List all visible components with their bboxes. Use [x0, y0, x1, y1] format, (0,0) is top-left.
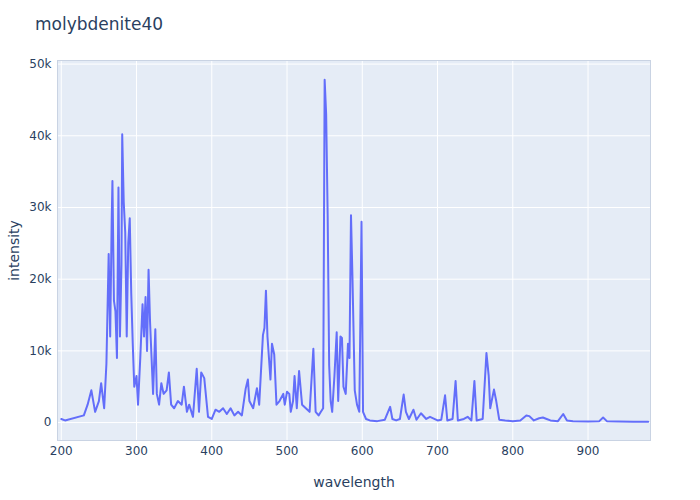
svg-text:50k: 50k — [29, 57, 51, 71]
svg-text:0: 0 — [44, 415, 52, 429]
svg-text:600: 600 — [351, 444, 374, 458]
svg-text:200: 200 — [50, 444, 73, 458]
svg-text:30k: 30k — [29, 200, 51, 214]
svg-text:800: 800 — [501, 444, 524, 458]
html-text:molybdenite40: molybdenite40 — [35, 14, 163, 34]
svg-text:300: 300 — [125, 444, 148, 458]
svg-text:40k: 40k — [29, 129, 51, 143]
svg-text:wavelength: wavelength — [313, 474, 395, 490]
svg-text:700: 700 — [426, 444, 449, 458]
svg-text:intensity: intensity — [6, 220, 22, 281]
svg-text:500: 500 — [276, 444, 299, 458]
svg-text:20k: 20k — [29, 272, 51, 286]
svg-text:400: 400 — [200, 444, 223, 458]
svg-text:900: 900 — [577, 444, 600, 458]
svg-text:10k: 10k — [29, 344, 51, 358]
